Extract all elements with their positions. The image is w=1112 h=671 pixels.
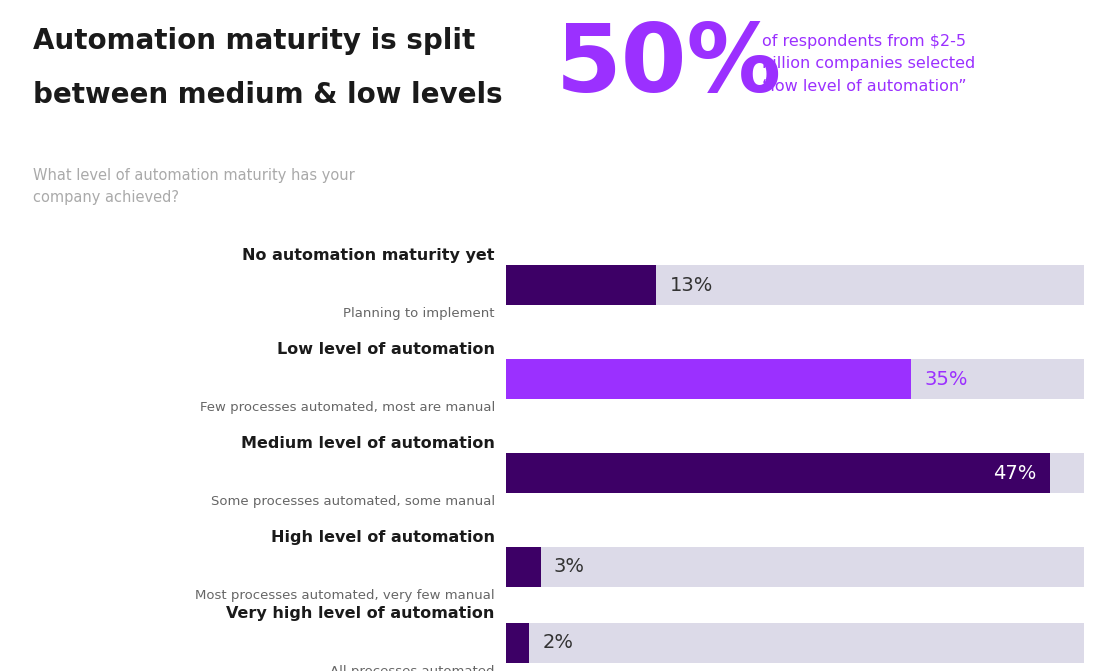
Text: 50%: 50% (556, 20, 782, 112)
Bar (506, 359, 911, 399)
Text: between medium & low levels: between medium & low levels (33, 81, 503, 109)
Text: 35%: 35% (924, 370, 967, 389)
Bar (506, 453, 1084, 493)
Text: Few processes automated, most are manual: Few processes automated, most are manual (199, 401, 495, 414)
Text: Planning to implement: Planning to implement (344, 307, 495, 320)
Bar (506, 359, 1084, 399)
Bar (506, 453, 1050, 493)
Text: Some processes automated, some manual: Some processes automated, some manual (210, 495, 495, 508)
Text: of respondents from $2-5
billion companies selected
“low level of automation”: of respondents from $2-5 billion compani… (762, 34, 975, 94)
Text: Low level of automation: Low level of automation (277, 342, 495, 357)
Text: 3%: 3% (554, 558, 585, 576)
Bar (506, 265, 1084, 305)
Text: Automation maturity is split: Automation maturity is split (33, 27, 476, 55)
Text: 13%: 13% (669, 276, 713, 295)
Bar (506, 547, 540, 587)
Text: Most processes automated, very few manual: Most processes automated, very few manua… (196, 589, 495, 602)
Text: High level of automation: High level of automation (271, 530, 495, 545)
Bar (506, 623, 1084, 663)
Text: 2%: 2% (543, 633, 574, 652)
Text: Medium level of automation: Medium level of automation (241, 436, 495, 451)
Bar (506, 265, 656, 305)
Bar (506, 547, 1084, 587)
Text: All processes automated: All processes automated (330, 665, 495, 671)
Text: 47%: 47% (993, 464, 1036, 482)
Bar (506, 623, 529, 663)
Text: Very high level of automation: Very high level of automation (227, 606, 495, 621)
Text: No automation maturity yet: No automation maturity yet (242, 248, 495, 263)
Text: What level of automation maturity has your
company achieved?: What level of automation maturity has yo… (33, 168, 355, 205)
